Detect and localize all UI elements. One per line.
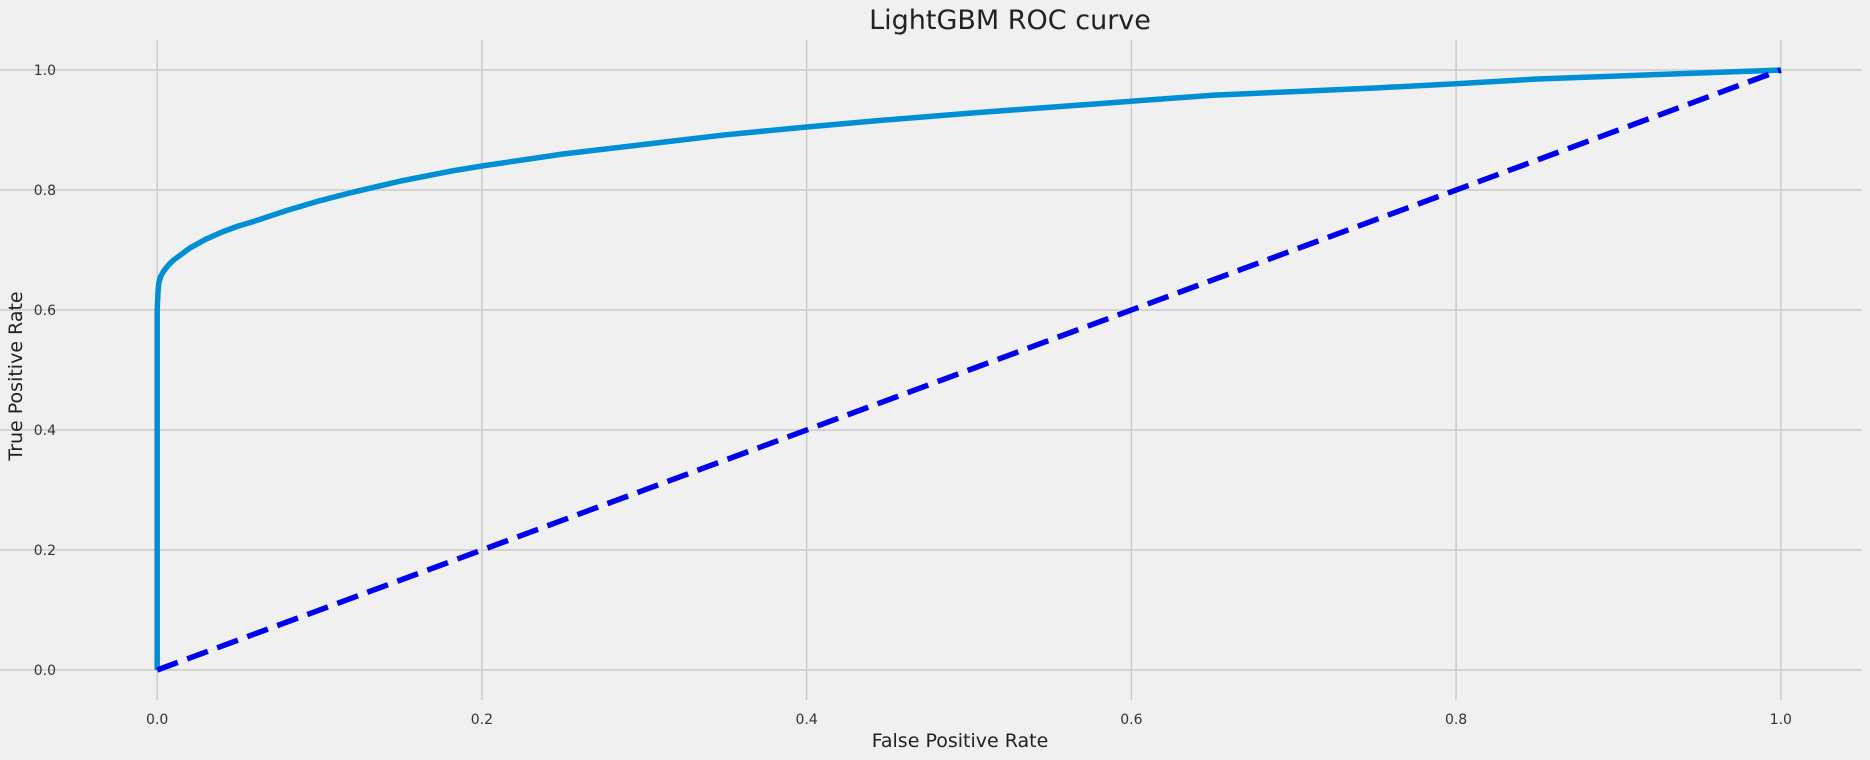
y-tick-label: 0.2 [34,543,56,559]
y-tick-label: 0.4 [34,423,56,439]
x-tick-label: 1.0 [1770,712,1792,728]
y-axis-label: True Positive Rate [5,291,27,461]
roc-curve-line [154,67,1781,670]
x-tick-label: 0.8 [1445,712,1467,728]
series-lines [154,67,1782,673]
x-tick-label: 0.0 [146,712,168,728]
y-tick-label: 0.0 [34,663,56,679]
x-tick-label: 0.4 [796,712,818,728]
grid-lines [0,40,1862,700]
x-tick-label: 0.6 [1120,712,1142,728]
y-tick-label: 1.0 [34,63,56,79]
y-tick-label: 0.6 [34,303,56,319]
tick-labels: 0.0 0.2 0.4 0.6 0.8 1.0 0.0 0.2 0.4 0.6 0.8 1.0 [34,63,1792,728]
chart-title: LightGBM ROC curve [869,5,1151,36]
x-tick-label: 0.2 [471,712,493,728]
random-classifier-line [156,67,1782,673]
y-tick-label: 0.8 [34,183,56,199]
x-axis-label: False Positive Rate [872,730,1049,752]
